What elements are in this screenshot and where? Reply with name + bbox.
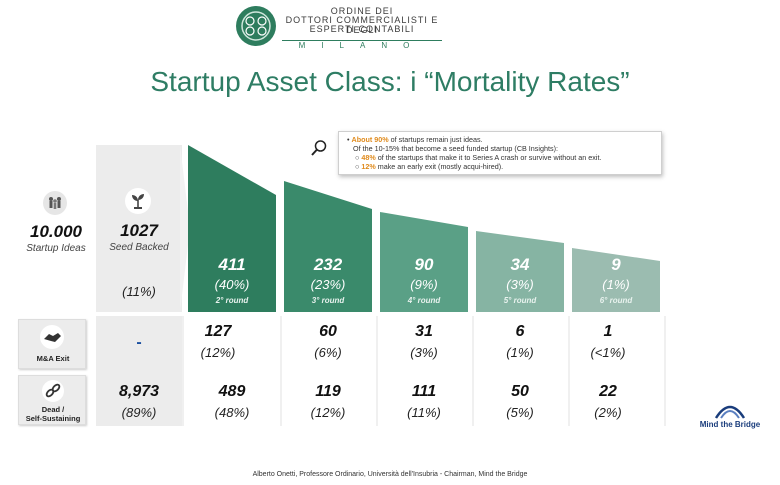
table-grid [0, 316, 780, 426]
seed-backed-label: Seed Backed [109, 242, 169, 253]
mna-row-label: M&A Exit [36, 354, 70, 363]
round-bar-3 [284, 181, 372, 312]
search-icon[interactable] [310, 139, 328, 157]
logo-divider [282, 40, 442, 41]
round-3-label: 3° round [311, 296, 345, 305]
note-line-1: • About 90% of startups remain just idea… [347, 135, 483, 144]
round-2-label: 2° round [215, 296, 249, 305]
round-5-label: 5° round [503, 296, 537, 305]
mna-round-5-value: 6 [515, 323, 525, 340]
broken-chain-icon [41, 379, 65, 403]
logo-line-1: ORDINE DEI [330, 6, 394, 16]
mna-row-header: M&A Exit [18, 319, 86, 369]
mna-seed-value: - [136, 334, 142, 351]
note-line-2: Of the 10-15% that become a seed funded … [353, 144, 558, 153]
round-4-label: 4° round [407, 296, 441, 305]
seed-backed-pct: (11%) [122, 284, 156, 299]
mna-round-4-value: 31 [415, 323, 433, 340]
logo-line-3: ESPERTI CONTABILI [309, 24, 415, 34]
round-4-value: 90 [414, 255, 434, 274]
note-line-3: ○ 48% of the startups that make it to Se… [355, 153, 602, 162]
arrow-chevron [180, 145, 190, 312]
dead-round-4-pct: (11%) [407, 405, 441, 420]
dead-row-label-line1: Dead / [41, 405, 65, 414]
funnel-chart: 411 (40%) 2° round 232 (23%) 3° round 90… [188, 140, 664, 312]
people-icon [42, 190, 68, 216]
handshake-icon [39, 324, 65, 350]
dead-round-2-pct: (48%) [214, 405, 250, 420]
logo-city: MILANO [298, 41, 426, 50]
dead-round-2-value: 489 [218, 383, 246, 400]
seed-backed-column: 1027 Seed Backed (11%) [96, 145, 182, 312]
mna-round-4-pct: (3%) [410, 345, 438, 360]
seed-rows-bg [96, 316, 182, 426]
startup-ideas-value: 10.000 [30, 222, 82, 241]
page-title: Startup Asset Class: i “Mortality Rates” [150, 66, 630, 97]
footer-credit: Alberto Onetti, Professore Ordinario, Un… [252, 471, 528, 478]
round-6-pct: (1%) [602, 277, 630, 292]
dead-round-5-value: 50 [511, 383, 529, 400]
round-5-value: 34 [510, 255, 530, 274]
startup-ideas-label: Startup Ideas [26, 243, 86, 254]
mna-round-5-pct: (1%) [506, 345, 534, 360]
dead-round-4-value: 111 [411, 383, 437, 400]
mna-round-3-value: 60 [319, 323, 337, 340]
startup-ideas-column: 10.000 Startup Ideas [18, 182, 94, 312]
dead-row-label-line2: Self-Sustaining [25, 414, 81, 423]
dead-seed-pct: (89%) [121, 405, 157, 420]
brand-name: Mind the Bridge [699, 420, 761, 429]
dead-round-3-pct: (12%) [310, 405, 346, 420]
round-2-pct: (40%) [214, 277, 250, 292]
round-3-pct: (23%) [310, 277, 346, 292]
round-bar-4 [380, 212, 468, 312]
odcec-logo-icon [236, 6, 276, 46]
round-bar-5 [476, 231, 564, 312]
dead-round-3-value: 119 [315, 383, 341, 400]
mna-round-2-pct: (12%) [200, 345, 236, 360]
round-bar-6 [572, 248, 660, 312]
note-line-4: ○ 12% make an early exit (mostly acqui-h… [355, 162, 504, 171]
round-6-label: 6° round [599, 296, 633, 305]
mna-round-6-pct: (<1%) [590, 345, 626, 360]
mind-the-bridge-logo-icon [714, 400, 746, 420]
seedling-icon [124, 187, 152, 215]
mna-round-2-value: 127 [204, 323, 232, 340]
round-3-value: 232 [313, 255, 343, 274]
dead-row-header: Dead / Self-Sustaining [18, 375, 86, 425]
dead-round-5-pct: (5%) [506, 405, 534, 420]
logo-line-2: DOTTORI COMMERCIALISTI E DEGLI [285, 15, 439, 35]
round-4-pct: (9%) [410, 277, 438, 292]
dead-round-6-pct: (2%) [594, 405, 622, 420]
note-box: • About 90% of startups remain just idea… [338, 131, 662, 175]
dead-seed-value: 8,973 [118, 383, 160, 400]
round-6-value: 9 [611, 255, 621, 274]
seed-backed-value: 1027 [120, 221, 158, 240]
dead-round-6-value: 22 [599, 383, 617, 400]
round-2-value: 411 [218, 255, 246, 274]
mna-round-3-pct: (6%) [314, 345, 342, 360]
round-bar-2 [188, 145, 276, 312]
mna-round-6-value: 1 [603, 323, 613, 340]
round-5-pct: (3%) [506, 277, 534, 292]
